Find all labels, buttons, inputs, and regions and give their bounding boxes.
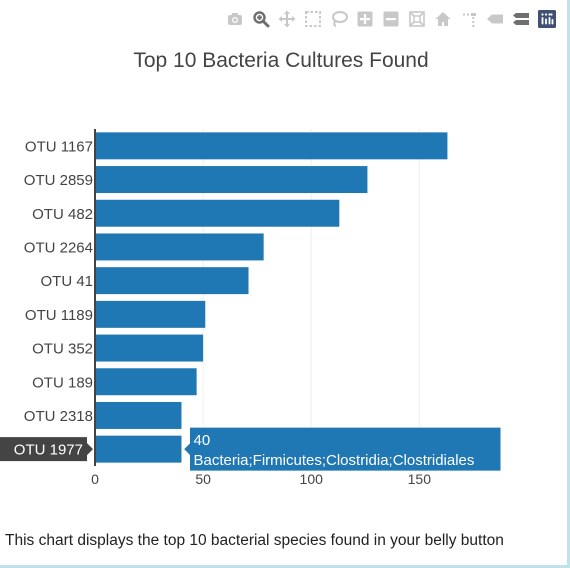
frame-border-bottom xyxy=(0,565,570,568)
download-plot-button[interactable] xyxy=(224,8,246,30)
y-tick-label: OTU 2264 xyxy=(24,239,93,256)
lasso-select-button[interactable] xyxy=(328,8,350,30)
y-tick-label: OTU 189 xyxy=(32,374,93,391)
hover-tooltip-box xyxy=(182,426,502,472)
chart-title: Top 10 Bacteria Cultures Found xyxy=(133,49,428,72)
hover-compare-icon xyxy=(513,13,529,25)
y-tick-label: OTU 1189 xyxy=(25,307,93,324)
spike-lines-icon xyxy=(463,13,476,27)
hover-closest-icon xyxy=(487,14,503,24)
hover-compare-button[interactable] xyxy=(510,8,532,30)
x-tick-label: 0 xyxy=(91,471,99,487)
bar-otu-2318[interactable] xyxy=(95,401,182,429)
spike-lines-button[interactable] xyxy=(458,8,480,30)
zoom-out-button[interactable] xyxy=(380,8,402,30)
lasso-select-icon xyxy=(332,11,348,27)
plotly-logo-button[interactable] xyxy=(536,8,558,30)
y-tick-label: OTU 352 xyxy=(32,341,93,358)
frame-border-right xyxy=(567,0,570,568)
bar-otu-1167[interactable] xyxy=(95,132,448,160)
y-tick-label: OTU 482 xyxy=(32,206,93,223)
zoom-in-button[interactable] xyxy=(354,8,376,30)
y-tick-label: OTU 2318 xyxy=(24,408,93,425)
bar-otu-2859[interactable] xyxy=(95,166,368,194)
hover-closest-button[interactable] xyxy=(484,8,506,30)
zoom-out-icon xyxy=(383,11,399,27)
pan-button[interactable] xyxy=(276,8,298,30)
zoom-icon xyxy=(253,11,270,28)
autoscale-button[interactable] xyxy=(406,8,428,30)
pan-icon xyxy=(278,10,296,28)
bar-otu-482[interactable] xyxy=(95,199,340,227)
y-hover-label-box xyxy=(0,437,93,462)
x-tick-label: 100 xyxy=(300,471,324,487)
hover-tooltip-text: Bacteria;Firmicutes;Clostridia;Clostridi… xyxy=(193,452,474,469)
reset-axes-button[interactable] xyxy=(432,8,454,30)
bar-otu-2264[interactable] xyxy=(95,233,264,261)
bar-otu-189[interactable] xyxy=(95,368,197,396)
home-icon xyxy=(435,12,451,26)
plotly-logo-icon xyxy=(538,10,556,28)
hover-tooltip-value: 40 xyxy=(193,432,210,449)
bar-chart[interactable]: Top 10 Bacteria Cultures Found OTU 1167 OT… xyxy=(0,0,570,520)
zoom-button[interactable] xyxy=(250,8,272,30)
bar-otu-352[interactable] xyxy=(95,334,204,362)
y-tick-label: OTU 1167 xyxy=(25,138,93,155)
x-tick-label: 50 xyxy=(195,471,211,487)
chart-caption: This chart displays the top 10 bacterial… xyxy=(5,532,504,549)
y-tick-label: OTU 1977 xyxy=(14,442,83,459)
bar-otu-41[interactable] xyxy=(95,267,249,295)
box-select-button[interactable] xyxy=(302,8,324,30)
zoom-in-icon xyxy=(357,11,373,27)
modebar xyxy=(224,8,558,30)
bar-otu-1189[interactable] xyxy=(95,300,206,328)
camera-icon xyxy=(228,13,242,25)
x-tick-label: 150 xyxy=(408,471,432,487)
y-tick-label: OTU 2859 xyxy=(24,172,93,189)
bar-otu-1977[interactable] xyxy=(95,435,182,463)
box-select-icon xyxy=(305,11,321,27)
autoscale-icon xyxy=(409,11,425,27)
y-tick-label: OTU 41 xyxy=(40,273,93,290)
